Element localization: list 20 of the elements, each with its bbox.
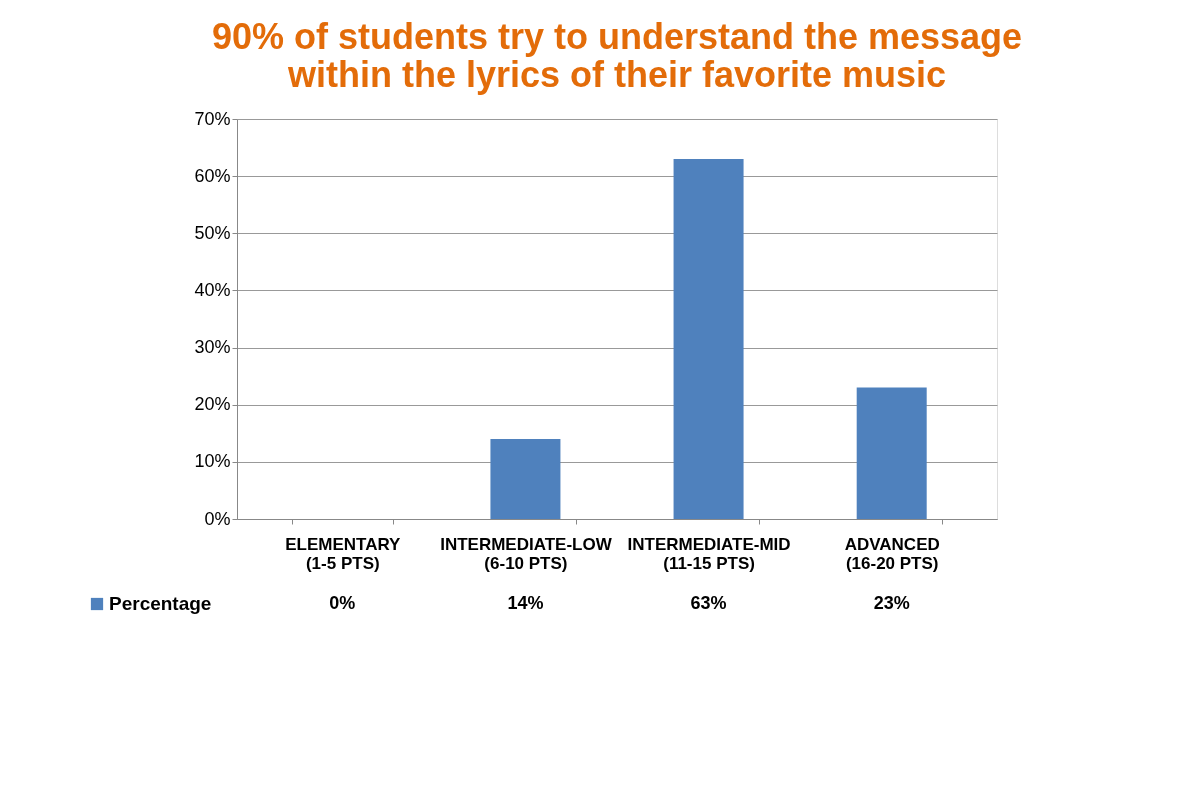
data-label: 0% bbox=[329, 593, 356, 613]
legend-label: Percentage bbox=[109, 593, 212, 614]
y-tick-label: 50% bbox=[194, 222, 231, 243]
x-tick-label: INTERMEDIATE-LOW (6-10 PTS) bbox=[440, 534, 613, 573]
bar bbox=[673, 159, 744, 519]
y-tick-label: 40% bbox=[194, 279, 231, 300]
x-tick-label: INTERMEDIATE-MID (11-15 PTS) bbox=[627, 534, 791, 573]
y-tick-label: 20% bbox=[194, 394, 231, 415]
data-label: 23% bbox=[873, 593, 910, 613]
x-tick-label: ELEMENTARY (1-5 PTS) bbox=[285, 534, 402, 573]
y-tick-label: 10% bbox=[194, 451, 231, 472]
x-tick-label: ADVANCED (16-20 PTS) bbox=[844, 534, 940, 573]
y-tick-label: 30% bbox=[194, 337, 231, 358]
data-label: 14% bbox=[507, 593, 544, 613]
y-tick-label: 70% bbox=[194, 108, 231, 129]
bar bbox=[490, 439, 561, 519]
data-label: 63% bbox=[690, 593, 727, 613]
y-tick-label: 60% bbox=[194, 165, 231, 186]
bar bbox=[856, 387, 927, 519]
y-tick-label: 0% bbox=[204, 508, 231, 529]
